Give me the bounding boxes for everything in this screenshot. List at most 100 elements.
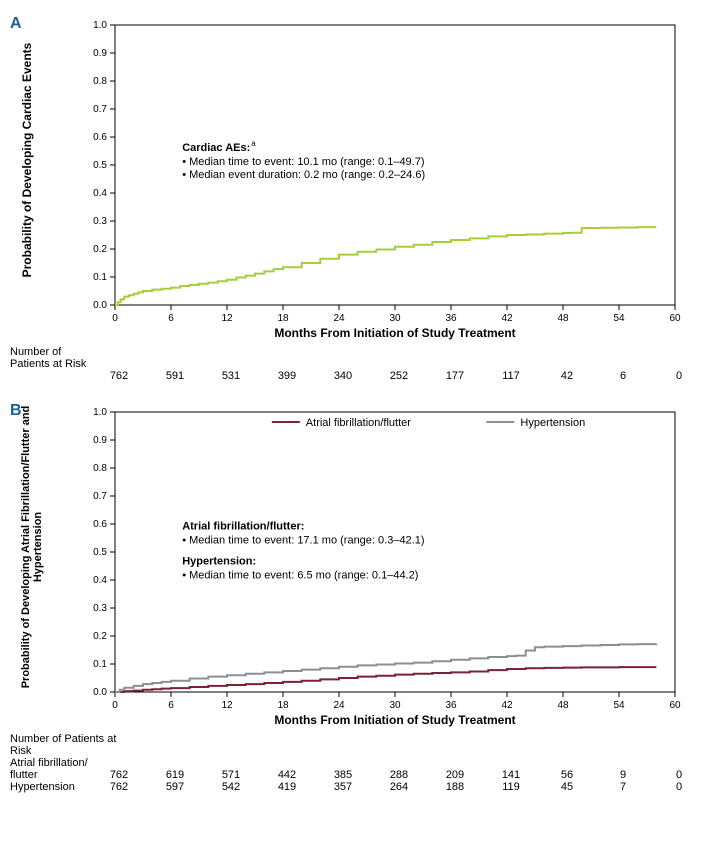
risk-row-label: Atrial fibrillation/ (10, 757, 124, 769)
risk-cell: 0 (651, 769, 707, 781)
risk-cell: 252 (371, 370, 427, 382)
svg-text:0.2: 0.2 (93, 631, 107, 642)
svg-text:• Median time to event: 17.1 m: • Median time to event: 17.1 mo (range: … (182, 535, 424, 547)
svg-text:36: 36 (445, 700, 457, 711)
risk-cell: 56 (539, 769, 595, 781)
risk-cell: 591 (147, 370, 203, 382)
svg-text:6: 6 (168, 700, 174, 711)
svg-text:0: 0 (112, 700, 118, 711)
svg-text:30: 30 (389, 700, 401, 711)
svg-text:1.0: 1.0 (93, 20, 107, 31)
risk-cell: 117 (483, 370, 539, 382)
svg-text:24: 24 (333, 700, 345, 711)
svg-text:0.0: 0.0 (93, 300, 107, 311)
svg-text:0.2: 0.2 (93, 244, 107, 255)
svg-text:0.3: 0.3 (93, 216, 107, 227)
svg-text:0.5: 0.5 (93, 160, 107, 171)
risk-cell: 619 (147, 769, 203, 781)
svg-text:Atrial fibrillation/flutter:: Atrial fibrillation/flutter: (182, 521, 304, 533)
svg-text:0.8: 0.8 (93, 463, 107, 474)
svg-text:60: 60 (669, 313, 681, 324)
risk-cell: 531 (203, 370, 259, 382)
svg-text:0.9: 0.9 (93, 48, 107, 59)
svg-text:0.7: 0.7 (93, 491, 107, 502)
svg-text:0.7: 0.7 (93, 104, 107, 115)
risk-cell: 762 (91, 781, 147, 793)
risk-cell: 340 (315, 370, 371, 382)
risk-cell: 9 (595, 769, 651, 781)
svg-text:0.3: 0.3 (93, 603, 107, 614)
svg-text:1.0: 1.0 (93, 407, 107, 418)
svg-text:0.0: 0.0 (93, 687, 107, 698)
svg-text:0.9: 0.9 (93, 435, 107, 446)
svg-text:42: 42 (501, 313, 513, 324)
risk-cell: 542 (203, 781, 259, 793)
svg-text:0.1: 0.1 (93, 659, 107, 670)
svg-text:48: 48 (557, 700, 569, 711)
risk-cell: 119 (483, 781, 539, 793)
svg-text:36: 36 (445, 313, 457, 324)
panel-b-chart-area: 0.00.10.20.30.40.50.60.70.80.91.00612182… (75, 402, 698, 727)
risk-cell: 385 (315, 769, 371, 781)
svg-text:60: 60 (669, 700, 681, 711)
risk-table-title: Patients at Risk (10, 358, 124, 370)
svg-text:0.5: 0.5 (93, 547, 107, 558)
svg-text:48: 48 (557, 313, 569, 324)
svg-text:Hypertension:: Hypertension: (182, 556, 256, 568)
svg-text:54: 54 (613, 313, 625, 324)
risk-cell: 571 (203, 769, 259, 781)
panel-a: A 0.00.10.20.30.40.50.60.70.80.91.006121… (10, 15, 698, 382)
risk-cell: 6 (595, 370, 651, 382)
risk-cell: 0 (651, 781, 707, 793)
panel-a-svg: 0.0 0.1 0.2 0.3 0.4 0.5 0.6 0.7 0.8 0.9 1.0 0 6 12 18 2… (75, 15, 685, 340)
svg-text:Hypertension: Hypertension (520, 417, 585, 429)
risk-cell: 762 (91, 769, 147, 781)
panel-b: B 0.00.10.20.30.40.50.60.70.80.91.006121… (10, 402, 698, 793)
svg-text:Cardiac AEs:: Cardiac AEs: (182, 142, 250, 154)
svg-text:0.8: 0.8 (93, 76, 107, 87)
risk-cell: 399 (259, 370, 315, 382)
svg-text:• Median time to event: 6.5 mo: • Median time to event: 6.5 mo (range: 0… (182, 570, 418, 582)
risk-cell: 45 (539, 781, 595, 793)
risk-cell: 0 (651, 370, 707, 382)
risk-table-title: Number of (10, 346, 124, 358)
svg-text:30: 30 (389, 313, 401, 324)
risk-cell: 7 (595, 781, 651, 793)
risk-cell: 177 (427, 370, 483, 382)
svg-text:• Median time to event: 10.1 m: • Median time to event: 10.1 mo (range: … (182, 156, 424, 168)
risk-table-title: Number of Patients at Risk (10, 733, 124, 757)
svg-text:18: 18 (277, 700, 289, 711)
risk-cell: 188 (427, 781, 483, 793)
svg-text:Atrial fibrillation/flutter: Atrial fibrillation/flutter (306, 417, 411, 429)
risk-cell: 419 (259, 781, 315, 793)
svg-text:a: a (251, 139, 256, 148)
svg-text:18: 18 (277, 313, 289, 324)
panel-a-risk-table: Number ofPatients at Risk762591531399340… (10, 346, 698, 382)
svg-text:12: 12 (221, 313, 233, 324)
svg-text:42: 42 (501, 700, 513, 711)
risk-cell: 762 (91, 370, 147, 382)
svg-text:Months From Initiation of Stud: Months From Initiation of Study Treatmen… (274, 326, 515, 340)
svg-text:0.6: 0.6 (93, 519, 107, 530)
svg-text:0: 0 (112, 313, 118, 324)
risk-cell: 42 (539, 370, 595, 382)
panel-b-svg: 0.00.10.20.30.40.50.60.70.80.91.00612182… (75, 402, 685, 727)
svg-text:0.4: 0.4 (93, 188, 107, 199)
risk-cell: 442 (259, 769, 315, 781)
risk-cell: 264 (371, 781, 427, 793)
svg-text:0.1: 0.1 (93, 272, 107, 283)
panel-a-chart-area: 0.0 0.1 0.2 0.3 0.4 0.5 0.6 0.7 0.8 0.9 1.0 0 6 12 18 2… (75, 15, 698, 340)
panel-b-risk-table: Number of Patients at RiskAtrial fibrill… (10, 733, 698, 793)
risk-cell: 357 (315, 781, 371, 793)
risk-cell: 288 (371, 769, 427, 781)
svg-text:0.4: 0.4 (93, 575, 107, 586)
risk-cell: 209 (427, 769, 483, 781)
svg-text:• Median event duration: 0.2 m: • Median event duration: 0.2 mo (range: … (182, 169, 425, 181)
svg-text:Months From Initiation of Stud: Months From Initiation of Study Treatmen… (274, 713, 515, 727)
svg-text:0.6: 0.6 (93, 132, 107, 143)
y-axis-label: Probability of Developing Cardiac Events (20, 15, 60, 305)
svg-text:6: 6 (168, 313, 174, 324)
svg-text:54: 54 (613, 700, 625, 711)
y-axis-label: Probability of Developing Atrial Fibrill… (20, 402, 60, 692)
svg-text:24: 24 (333, 313, 345, 324)
